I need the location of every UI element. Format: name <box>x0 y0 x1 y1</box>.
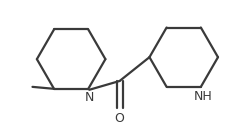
Text: NH: NH <box>193 90 212 103</box>
Text: N: N <box>85 91 94 104</box>
Text: O: O <box>115 112 124 125</box>
